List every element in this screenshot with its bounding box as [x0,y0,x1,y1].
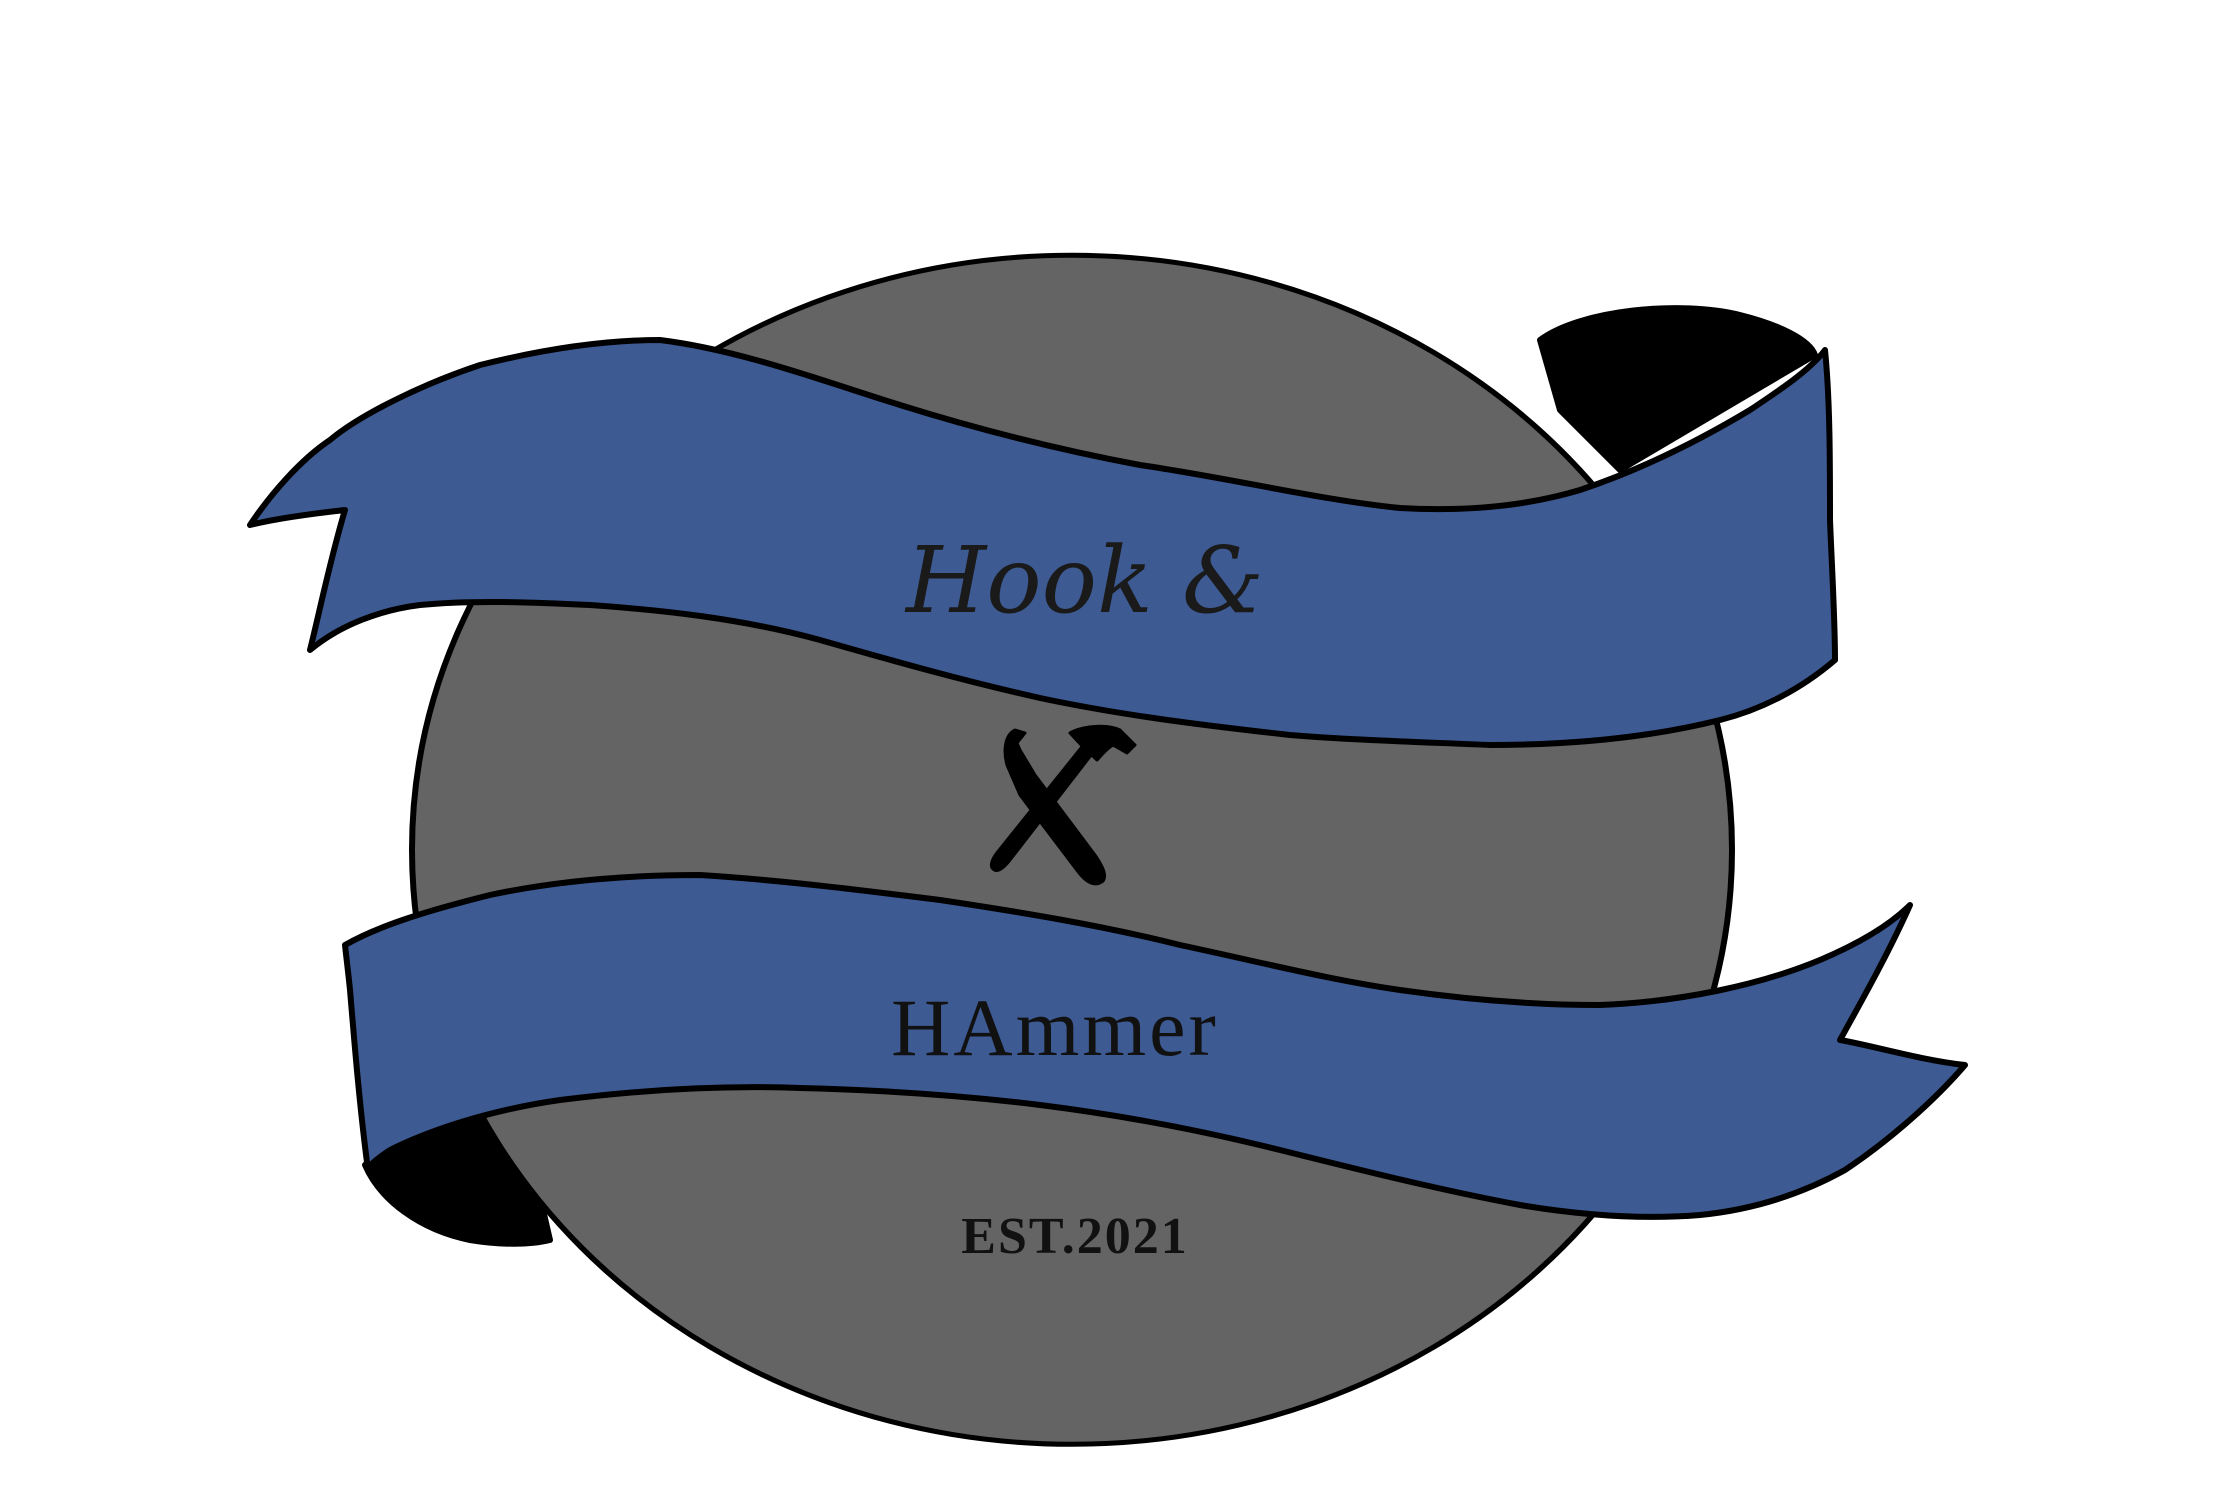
brand-name-line-2: HAmmer [891,982,1219,1073]
upper-ribbon-back-fold [1537,305,1818,473]
lower-ribbon [342,872,1968,1220]
crossed-hook-and-hammer-icon [989,724,1137,886]
brand-name-line-1: Hook & [904,527,1264,634]
established-year: EST.2021 [961,1208,1188,1265]
upper-ribbon [247,337,1838,748]
